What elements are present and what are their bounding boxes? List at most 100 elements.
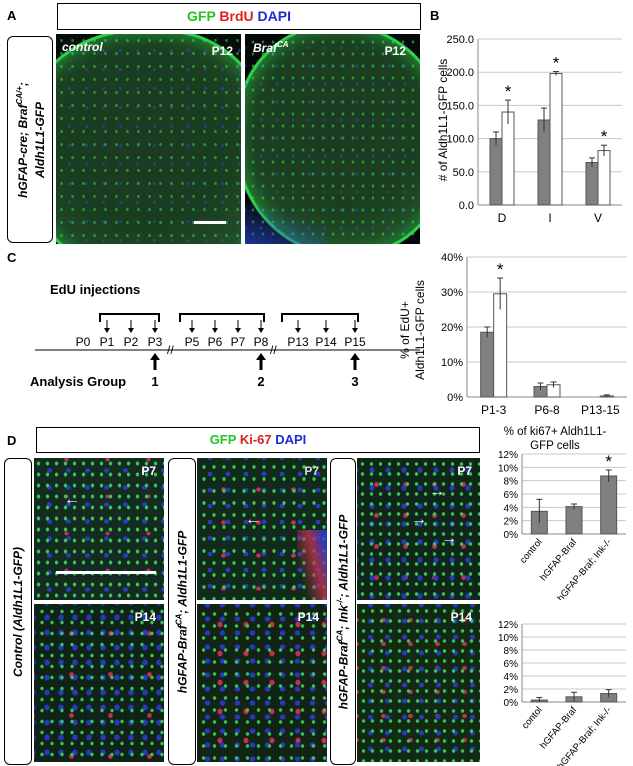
age-label: P14	[450, 610, 472, 624]
chart-c: % of EdU+ Aldh1L1-GFP cells 0% 10% 20% 30% 4…	[398, 252, 627, 417]
chart-d-p7: 0%2%4%6%8%10%12%controlhGFAP-Braf*hGFAP-…	[498, 450, 626, 600]
day-label: P8	[254, 335, 269, 349]
injection-arrowhead	[128, 328, 134, 333]
age-label: P7	[304, 464, 319, 478]
chart-b-ylabel: # of Aldh1L1-GFP cells	[436, 59, 450, 182]
y-tick-label: 8%	[504, 477, 519, 488]
y-tick-label: 6%	[504, 659, 519, 670]
micrograph-brafca-p7: P7 ←	[197, 458, 327, 600]
col2-label-box: hGFAP-BrafCA; Aldh1L1-GFP	[168, 458, 196, 765]
panel-a-genotype-label: hGFAP-cre; BrafCA/+; Aldh1L1-GFP	[15, 81, 47, 198]
control-label: control	[62, 40, 103, 54]
panel-a-letter: A	[7, 8, 17, 23]
y-tick-label: 12%	[498, 620, 518, 631]
y-tick-label: 4%	[504, 672, 519, 683]
y-tick-label: 200.0	[446, 67, 474, 79]
day-label: P3	[148, 335, 163, 349]
injection-timeline: P0 P1 P2 P3 P5 P6 P7 P8 P13 P14 P15 // // 1 2 3 Analysi…	[30, 313, 420, 389]
axis-break: //	[270, 343, 277, 357]
y-tick-label: 250.0	[446, 34, 474, 46]
y-tick-label: 8%	[504, 646, 519, 657]
bar	[537, 119, 551, 206]
day-label: P7	[231, 335, 246, 349]
stain-dapi: DAPI	[257, 8, 291, 24]
micrograph-control-p12: control P12	[56, 34, 241, 244]
analysis-group-label: Analysis Group	[30, 374, 126, 389]
y-tick-label: 30%	[441, 287, 463, 299]
x-tick-label: V	[594, 211, 602, 225]
brafca-label: BrafCA	[253, 40, 289, 55]
day-label: P0	[76, 335, 91, 349]
stain-gfp: GFP	[187, 8, 216, 24]
x-tick-label: D	[498, 211, 507, 225]
x-tick-label: control	[518, 537, 545, 566]
arrow-icon: →	[429, 483, 445, 500]
bar	[600, 475, 618, 535]
chart-d-title: % of ki67+ Aldh1L1- GFP cells	[480, 425, 630, 453]
injection-arrowhead	[323, 328, 329, 333]
x-tick-label: I	[548, 211, 551, 225]
injection-arrowhead	[235, 328, 241, 333]
y-tick-label: 10%	[498, 633, 518, 644]
y-tick-label: 0%	[504, 530, 519, 541]
panel-b-letter: B	[430, 8, 440, 23]
y-tick-label: 2%	[504, 685, 519, 696]
micrograph-brafca-ink-p7: P7 → → →	[357, 458, 480, 600]
bar	[597, 150, 611, 206]
injection-arrowhead	[104, 328, 110, 333]
y-tick-label: 6%	[504, 490, 519, 501]
micrograph-control-p14: P14	[34, 604, 164, 762]
chart-d-title-line2: GFP cells	[530, 440, 580, 452]
analysis-group-number: 1	[151, 374, 158, 389]
y-tick-label: 100.0	[446, 134, 474, 146]
y-tick-label: 10%	[441, 357, 463, 369]
stain-brdu: BrdU	[219, 8, 254, 24]
arrow-icon: ←	[245, 511, 261, 528]
x-tick-label: contol	[520, 705, 545, 731]
bar	[549, 73, 563, 206]
scale-bar	[56, 571, 156, 574]
y-tick-label: 0%	[447, 392, 463, 404]
day-label: P2	[124, 335, 139, 349]
panel-d-letter: D	[7, 433, 17, 448]
age-label: P12	[211, 44, 233, 58]
stain-gfp: GFP	[209, 432, 237, 447]
stain-ki67: Ki-67	[239, 432, 272, 447]
significance-asterisk: *	[505, 82, 512, 101]
chart-c-ylabel-1: % of EdU+	[398, 301, 412, 359]
col2-label: hGFAP-BrafCA; Aldh1L1-GFP	[174, 530, 190, 693]
x-tick-label: P6-8	[534, 403, 560, 417]
panel-d-stain-header: GFP Ki-67 DAPI	[36, 427, 480, 453]
y-tick-label: 150.0	[446, 100, 474, 112]
micrograph-brafca-p12: BrafCA P12	[245, 34, 420, 244]
age-label: P12	[384, 44, 406, 58]
analysis-arrowhead	[150, 353, 160, 360]
edu-injections-title: EdU injections	[50, 282, 141, 297]
injection-arrowhead	[258, 328, 264, 333]
bar	[565, 506, 583, 535]
day-label: P14	[315, 335, 337, 349]
analysis-group-number: 3	[351, 374, 358, 389]
age-label: P14	[134, 610, 156, 624]
day-label: P5	[185, 335, 200, 349]
injection-arrowhead	[352, 328, 358, 333]
age-label: P7	[457, 464, 472, 478]
bar	[489, 138, 503, 206]
injection-arrowhead	[295, 328, 301, 333]
y-tick-label: 4%	[504, 503, 519, 514]
arrow-icon: ←	[64, 491, 80, 508]
arrow-icon: →	[411, 511, 427, 528]
panel-a-stain-header: GFP BrdU DAPI	[57, 3, 421, 30]
chart-d-title-line1: % of ki67+ Aldh1L1-	[503, 426, 607, 438]
micrograph-brafca-ink-p14: P14	[357, 604, 480, 762]
panel-a-genotype-box: hGFAP-cre; BrafCA/+; Aldh1L1-GFP	[7, 36, 53, 243]
x-tick-label: P1-3	[481, 403, 507, 417]
analysis-group-number: 2	[257, 374, 264, 389]
col3-label: hGFAP-BrafCA; Ink-/-; Aldh1L1-GFP	[335, 514, 351, 709]
injection-arrowhead	[189, 328, 195, 333]
micrograph-brafca-p14: P14	[197, 604, 327, 762]
bar	[501, 111, 515, 206]
chart-c-ylabel-2: Aldh1L1-GFP cells	[413, 280, 427, 380]
day-label: P6	[208, 335, 223, 349]
y-tick-label: 20%	[441, 322, 463, 334]
